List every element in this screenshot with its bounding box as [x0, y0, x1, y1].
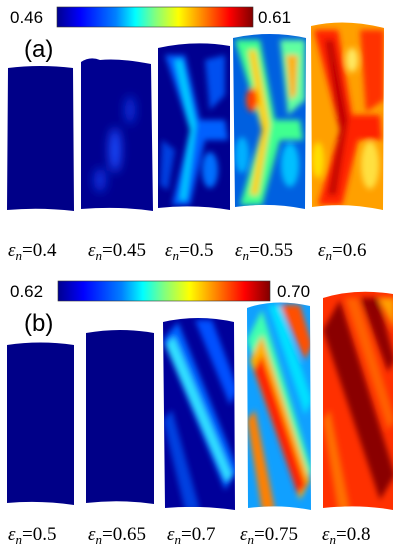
- specimen-a2: [81, 58, 153, 212]
- strain-label-a2: εn=0.45: [88, 240, 146, 263]
- panel-b-label: (b): [24, 310, 53, 337]
- specimen-a3: [158, 43, 230, 210]
- panel-a: 0.46 0.61 (a): [7, 6, 384, 263]
- strain-label-a3: εn=0.5: [165, 240, 213, 263]
- specimen-b2: [86, 330, 154, 504]
- colorbar-b: [57, 280, 271, 302]
- specimen-a4: [233, 34, 306, 209]
- strain-label-b2: εn=0.65: [88, 524, 146, 547]
- specimen-a1: [7, 66, 74, 211]
- specimen-b5: [323, 291, 393, 510]
- strain-label-b1: εn=0.5: [8, 524, 56, 547]
- colorbar-a: [56, 6, 254, 28]
- colorbar-b-max-label: 0.70: [277, 282, 310, 301]
- panel-b: 0.62 0.70 (b): [7, 280, 393, 547]
- colorbar-a-min-label: 0.46: [10, 8, 43, 27]
- specimen-b1: [7, 342, 74, 505]
- strain-label-a4: εn=0.55: [235, 240, 293, 263]
- specimen-b4: [247, 302, 311, 510]
- strain-label-a5: εn=0.6: [318, 240, 366, 263]
- specimen-a5: [311, 22, 384, 211]
- strain-label-a1: εn=0.4: [8, 240, 57, 263]
- panel-a-label: (a): [24, 36, 53, 63]
- specimen-b3: [163, 318, 235, 510]
- strain-label-b3: εn=0.7: [167, 524, 215, 547]
- strain-label-b4: εn=0.75: [240, 524, 298, 547]
- colorbar-b-min-label: 0.62: [10, 282, 43, 301]
- strain-label-b5: εn=0.8: [322, 524, 370, 547]
- colorbar-a-max-label: 0.61: [258, 8, 291, 27]
